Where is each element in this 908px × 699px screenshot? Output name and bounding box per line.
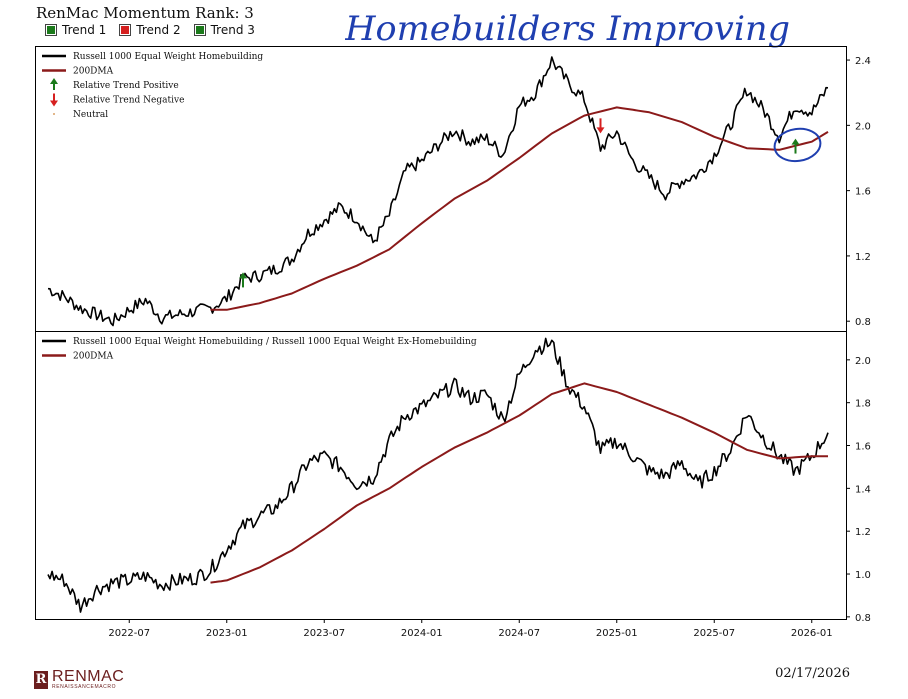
y-tick-label: 2.0: [855, 121, 871, 132]
dma-series-line: [210, 106, 829, 311]
logo-subtitle: RENAISSANCEMACRO: [52, 684, 117, 690]
top-chart-legend: Russell 1000 Equal Weight Homebuilding 20…: [42, 52, 263, 120]
handwritten-annotation: Homebuilders Improving: [345, 9, 790, 49]
report-date: 02/17/2026: [775, 666, 850, 681]
legend-label: Relative Trend Negative: [73, 96, 184, 106]
legend-label: Russell 1000 Equal Weight Homebuilding /…: [73, 337, 477, 347]
bottom-chart-legend: Russell 1000 Equal Weight Homebuilding /…: [42, 337, 477, 362]
legend-item: Russell 1000 Equal Weight Homebuilding /…: [42, 337, 477, 347]
x-tick-label: 2026-01: [791, 628, 833, 639]
trend-item-1: Trend 1: [45, 23, 107, 37]
trend-1-label: Trend 1: [62, 23, 107, 37]
y-tick-label: 1.2: [855, 252, 871, 263]
trend-3-swatch: [193, 24, 206, 36]
trend-legend: Trend 1 Trend 2 Trend 3: [45, 23, 255, 37]
trend-3-label: Trend 3: [210, 23, 255, 37]
legend-label: Relative Trend Positive: [73, 81, 179, 91]
trend-2-swatch: [119, 24, 132, 36]
x-tick-label: 2023-01: [206, 628, 248, 639]
y-tick-label: 1.6: [855, 442, 871, 453]
y-tick-label: 1.4: [855, 484, 871, 495]
y-tick-label: 0.8: [855, 317, 871, 328]
dma-series-line: [210, 382, 828, 584]
price-series-line: [47, 56, 829, 327]
y-tick-label: 1.6: [855, 187, 871, 198]
legend-item: Russell 1000 Equal Weight Homebuilding: [42, 52, 263, 62]
legend-item: Neutral: [53, 110, 108, 120]
x-tick-label: 2024-01: [401, 628, 443, 639]
x-tick-label: 2023-07: [303, 628, 345, 639]
legend-label: Neutral: [73, 110, 108, 120]
annotation-circle: [773, 127, 822, 163]
y-tick-label: 1.0: [855, 570, 871, 581]
renmac-logo: R RENMAC RENAISSANCEMACRO: [34, 669, 124, 690]
logo-text: RENMAC RENAISSANCEMACRO: [52, 669, 124, 690]
x-tick-label: 2024-07: [498, 628, 540, 639]
x-tick-label: 2025-01: [596, 628, 638, 639]
logo-mark: R: [34, 670, 48, 689]
momentum-rank-title: RenMac Momentum Rank: 3: [36, 4, 254, 22]
y-tick-label: 2.0: [855, 356, 871, 367]
trend-negative-arrow: [596, 118, 605, 134]
legend-item: 200DMA: [42, 352, 114, 362]
legend-item: Relative Trend Positive: [50, 78, 179, 91]
legend-label: 200DMA: [73, 352, 114, 362]
legend-label: 200DMA: [73, 67, 114, 77]
trend-positive-arrow: [791, 138, 800, 154]
trend-item-2: Trend 2: [119, 23, 181, 37]
legend-item: 200DMA: [42, 67, 114, 77]
price-series-line: [47, 337, 829, 613]
y-tick-label: 2.4: [855, 56, 871, 67]
logo-name: RENMAC: [52, 668, 125, 685]
x-tick-label: 2025-07: [693, 628, 735, 639]
trend-1-swatch: [45, 24, 57, 36]
legend-dot-icon: [53, 113, 55, 115]
x-tick-label: 2022-07: [108, 628, 150, 639]
handwritten-annotation-text: Homebuilders Improving: [345, 9, 790, 49]
trend-positive-arrow: [239, 272, 247, 288]
momentum-chart: 0.8 1.2 1.6 2.0 2.4 0.8 1.0 1.2 1.4 1.6 1.8 2.0 Ru…: [35, 46, 871, 639]
y-tick-label: 1.8: [855, 399, 871, 410]
legend-item: Relative Trend Negative: [50, 93, 184, 107]
trend-item-3: Trend 3: [193, 23, 255, 37]
y-tick-label: 1.2: [855, 527, 871, 538]
trend-2-label: Trend 2: [136, 23, 181, 37]
legend-label: Russell 1000 Equal Weight Homebuilding: [73, 52, 263, 62]
y-tick-label: 0.8: [855, 613, 871, 624]
bottom-panel-frame: [35, 331, 847, 620]
